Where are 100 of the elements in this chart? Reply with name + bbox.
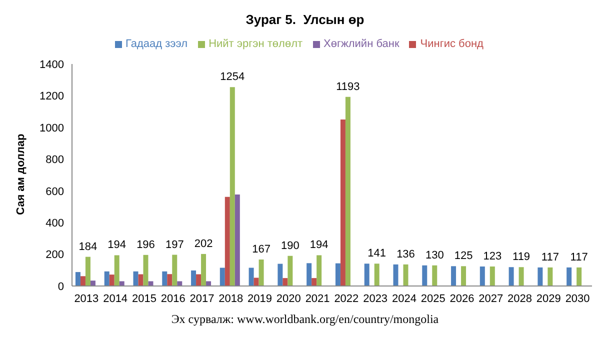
x-tick-label: 2030 <box>565 292 590 305</box>
data-label: 1254 <box>220 71 245 84</box>
x-tick-label: 2015 <box>132 292 156 305</box>
legend-label: Чингис бонд <box>420 38 484 50</box>
bar <box>230 87 235 286</box>
bar <box>75 272 80 286</box>
data-label: 125 <box>454 250 473 262</box>
y-tick-label: 1400 <box>40 58 64 71</box>
x-tick-label: 2020 <box>276 292 301 305</box>
data-label: 196 <box>136 238 155 251</box>
bar <box>288 256 293 286</box>
y-tick-label: 200 <box>46 249 64 262</box>
data-label: 136 <box>396 248 415 260</box>
data-label: 141 <box>368 248 386 260</box>
data-label: 167 <box>252 244 270 256</box>
x-tick-label: 2013 <box>74 292 99 305</box>
data-label: 123 <box>483 250 502 262</box>
bar <box>201 254 206 286</box>
bar <box>345 96 350 286</box>
data-label: 117 <box>541 251 559 264</box>
y-tick-label: 600 <box>46 186 64 198</box>
bar <box>248 268 254 286</box>
data-label: 130 <box>425 249 444 262</box>
bar <box>167 274 172 286</box>
bar <box>90 280 96 286</box>
bar <box>461 266 466 286</box>
bar <box>254 278 259 286</box>
bar <box>196 274 202 286</box>
bar <box>119 281 124 286</box>
bar <box>278 264 283 286</box>
bar <box>340 120 346 286</box>
bar <box>312 278 317 286</box>
data-label: 194 <box>108 239 126 252</box>
bar <box>162 271 168 286</box>
bar <box>393 264 398 286</box>
bar <box>548 267 553 286</box>
x-tick-label: 2022 <box>334 292 359 305</box>
x-tick-label: 2023 <box>363 292 388 305</box>
bar <box>422 265 428 286</box>
x-tick-label: 2016 <box>160 292 186 305</box>
bar <box>133 271 138 286</box>
bar <box>518 267 524 286</box>
bar <box>538 267 543 286</box>
data-label: 184 <box>78 240 98 253</box>
data-label: 119 <box>512 251 530 264</box>
x-tick-label: 2028 <box>508 292 532 305</box>
data-label: 190 <box>281 240 300 252</box>
data-label: 1193 <box>336 80 360 93</box>
x-tick-label: 2021 <box>305 292 330 305</box>
bar <box>206 281 212 286</box>
legend-label: Гадаад зээл <box>126 38 188 50</box>
text: Эх сурвалж: www.worldbank.org/en/country/mongolia <box>170 312 440 327</box>
data-label: 202 <box>194 238 213 250</box>
x-tick-label: 2017 <box>190 292 214 305</box>
bar <box>364 264 370 286</box>
bar <box>432 265 438 286</box>
bar <box>234 194 240 286</box>
bar <box>403 264 408 286</box>
y-tick-label: 800 <box>46 154 64 166</box>
bar <box>306 263 312 286</box>
x-tick-label: 2027 <box>478 292 504 305</box>
bar <box>85 256 90 286</box>
x-tick-label: 2014 <box>103 292 128 305</box>
bar <box>177 281 182 286</box>
bar <box>104 271 110 286</box>
bar <box>490 266 495 286</box>
chart-title: Зураг 5. Улсын өр <box>244 11 366 29</box>
data-label: 194 <box>310 239 328 252</box>
bar <box>451 266 456 286</box>
x-tick-label: 2026 <box>450 292 474 305</box>
bar <box>374 264 380 286</box>
bar <box>316 255 322 286</box>
bar <box>258 260 264 286</box>
x-tick-label: 2018 <box>218 292 244 305</box>
y-tick-label: 1000 <box>40 122 64 134</box>
y-tick-label: 1200 <box>40 90 64 103</box>
data-label: 117 <box>570 251 588 264</box>
bar <box>148 281 154 286</box>
bar <box>566 267 572 286</box>
y-tick-label: 0 <box>58 280 64 293</box>
bar <box>138 274 144 286</box>
bar <box>172 254 178 286</box>
bar <box>224 196 230 286</box>
bar <box>220 268 225 286</box>
bar <box>109 274 114 286</box>
bar <box>576 267 582 286</box>
x-tick-label: 2019 <box>248 292 272 305</box>
x-tick-label: 2024 <box>392 292 416 305</box>
y-axis-title: Сая ам доллар <box>14 134 27 215</box>
y-tick-label: 400 <box>46 217 64 230</box>
data-label: 197 <box>165 238 184 251</box>
bar <box>191 270 196 286</box>
x-tick-label: 2029 <box>536 292 561 305</box>
bar <box>508 267 514 286</box>
bar <box>480 266 485 286</box>
bar <box>114 255 120 286</box>
bar <box>80 276 86 286</box>
x-tick-label: 2025 <box>420 292 446 305</box>
bar <box>143 254 148 286</box>
bar <box>335 263 340 286</box>
